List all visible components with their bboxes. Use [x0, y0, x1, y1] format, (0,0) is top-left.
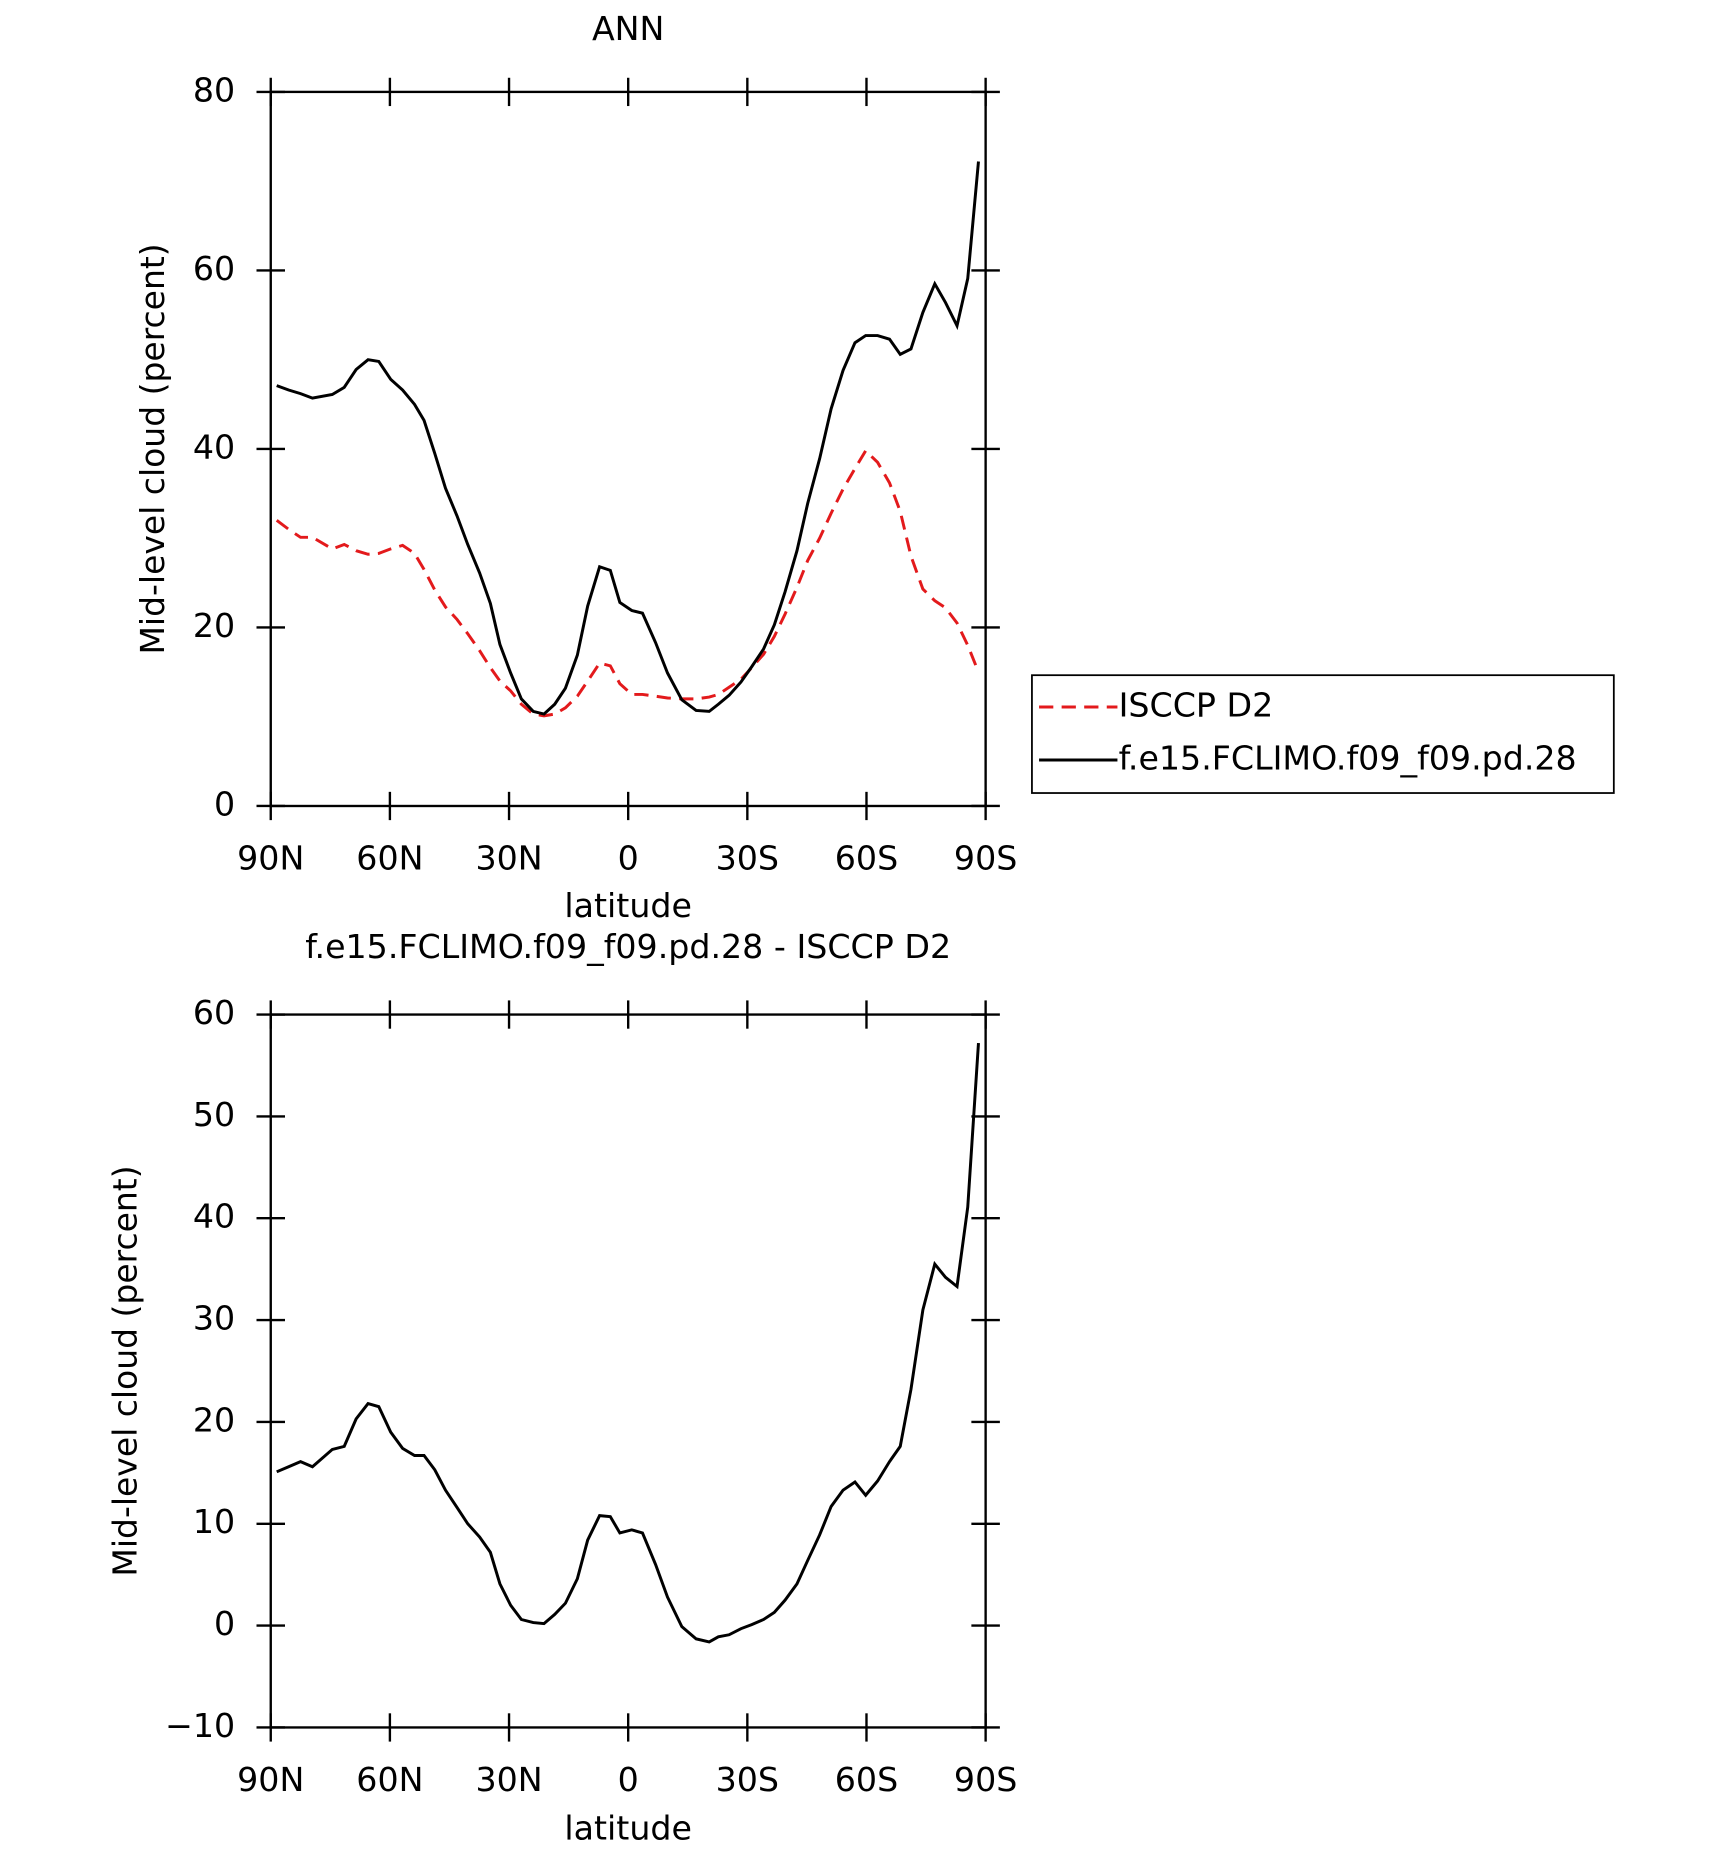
x-tick-label: 90N	[237, 1760, 304, 1799]
y-tick-label: 20	[193, 606, 235, 645]
x-tick-label: 60S	[835, 839, 898, 878]
x-axis-label: latitude	[564, 1809, 692, 1848]
chart-title: f.e15.FCLIMO.f09_f09.pd.28 - ISCCP D2	[305, 927, 951, 966]
data-line	[276, 1042, 980, 1644]
x-tick-label: 30S	[716, 1760, 779, 1799]
y-tick-label: 50	[193, 1095, 235, 1134]
x-tick-label: 90S	[954, 1760, 1017, 1799]
x-tick-label: 0	[618, 839, 639, 878]
y-axis-label: Mid-level cloud (percent)	[133, 243, 172, 654]
y-axis-label: Mid-level cloud (percent)	[105, 1165, 144, 1576]
x-tick-label: 60S	[835, 1760, 898, 1799]
legend-label: ISCCP D2	[1119, 686, 1274, 725]
x-tick-label: 60N	[356, 839, 423, 878]
chart-title: ANN	[592, 9, 664, 48]
legend-label: f.e15.FCLIMO.f09_f09.pd.28	[1119, 739, 1577, 778]
plot-frame	[269, 1013, 987, 1729]
x-tick-label: 0	[618, 1760, 639, 1799]
y-tick-label: 20	[193, 1401, 235, 1440]
plot-frame	[269, 90, 987, 808]
x-tick-label: 60N	[356, 1760, 423, 1799]
y-tick-label: 10	[193, 1502, 235, 1541]
y-tick-label: 0	[214, 1604, 235, 1643]
legend-box	[1031, 674, 1615, 794]
y-tick-label: 80	[193, 70, 235, 109]
x-tick-label: 30S	[716, 839, 779, 878]
data-line	[276, 161, 980, 716]
y-tick-label: 60	[193, 993, 235, 1032]
x-tick-label: 90N	[237, 839, 304, 878]
y-tick-label: 0	[214, 785, 235, 824]
x-tick-label: 30N	[475, 1760, 542, 1799]
y-tick-label: 60	[193, 249, 235, 288]
y-tick-label: −10	[165, 1706, 235, 1745]
data-line	[275, 448, 980, 718]
x-tick-label: 30N	[475, 839, 542, 878]
y-tick-label: 30	[193, 1299, 235, 1338]
x-axis-label: latitude	[564, 886, 692, 925]
x-tick-label: 90S	[954, 839, 1017, 878]
y-tick-label: 40	[193, 1197, 235, 1236]
y-tick-label: 40	[193, 428, 235, 467]
